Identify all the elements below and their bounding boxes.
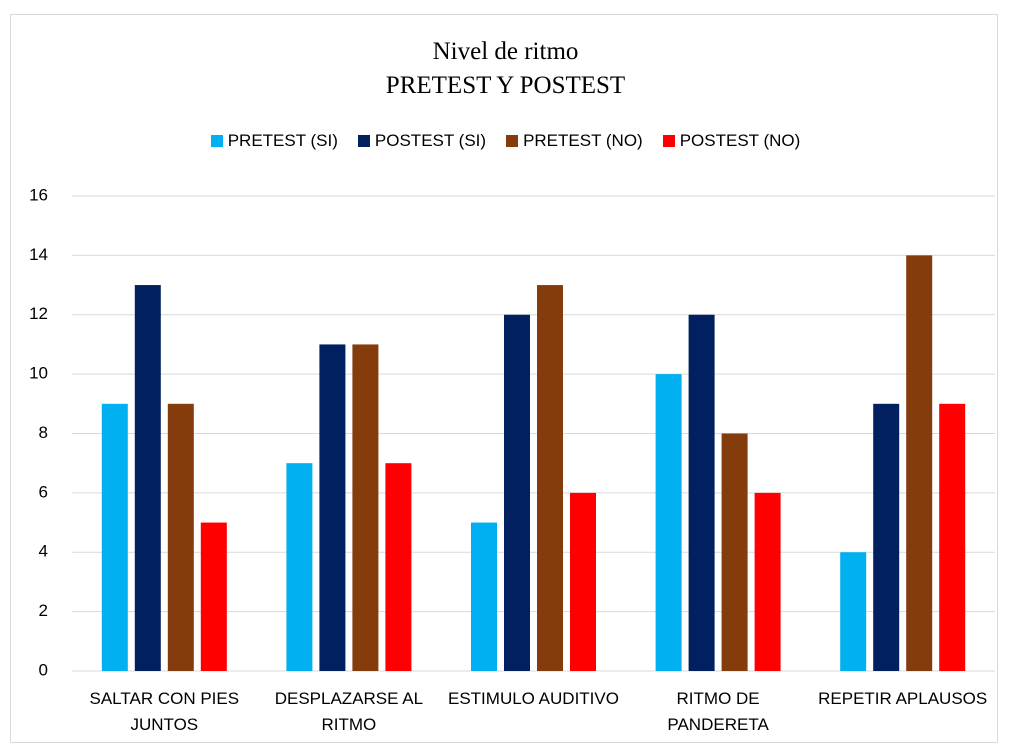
bar xyxy=(873,403,900,671)
y-tick-label: 8 xyxy=(39,423,48,442)
y-tick-label: 12 xyxy=(29,304,48,323)
bar xyxy=(721,433,748,671)
legend-item: POSTEST (NO) xyxy=(662,131,801,151)
legend-swatch xyxy=(506,135,519,147)
bar xyxy=(471,522,497,671)
bar xyxy=(754,492,781,671)
chart-subtitle: PRETEST Y POSTEST xyxy=(385,72,626,99)
x-tick-label: SALTAR CON PIES JUNTOS xyxy=(89,689,240,734)
y-tick-label: 10 xyxy=(29,364,48,383)
legend-label: PRETEST (SI) xyxy=(227,131,338,150)
x-tick-label: ESTIMULO AUDITIVO xyxy=(448,689,619,708)
bar xyxy=(939,403,966,671)
legend-swatch xyxy=(210,135,223,147)
chart-frame xyxy=(10,14,998,743)
bar xyxy=(319,344,346,671)
bar xyxy=(537,285,563,671)
y-tick-label: 0 xyxy=(39,660,48,679)
legend-item: PRETEST (SI) xyxy=(210,131,338,151)
y-tick-label: 6 xyxy=(39,482,48,501)
bar xyxy=(385,463,412,671)
legend-label: POSTEST (SI) xyxy=(374,131,487,150)
bar xyxy=(906,255,933,671)
bar xyxy=(840,552,867,671)
bar xyxy=(688,314,715,671)
x-tick-label: RITMO DE PANDERETA xyxy=(667,689,769,734)
legend-label: PRETEST (NO) xyxy=(523,131,643,150)
legend-item: POSTEST (SI) xyxy=(357,131,487,151)
bar xyxy=(134,285,161,671)
legend-swatch xyxy=(357,135,370,147)
bar xyxy=(167,403,194,671)
legend-item: PRETEST (NO) xyxy=(506,131,643,151)
y-tick-label: 2 xyxy=(39,601,48,620)
bar xyxy=(101,403,128,671)
y-tick-label: 16 xyxy=(29,185,48,204)
x-tick-label: DESPLAZARSE AL RITMO xyxy=(274,689,424,734)
bar xyxy=(570,492,596,671)
y-tick-label: 4 xyxy=(39,542,48,561)
legend: PRETEST (SI) POSTEST (SI) PRETEST (NO) POST… xyxy=(0,131,1011,151)
bar xyxy=(504,314,530,671)
bar xyxy=(286,463,313,671)
legend-label: POSTEST (NO) xyxy=(679,131,801,150)
y-tick-label: 14 xyxy=(29,245,48,264)
x-tick-label: REPETIR APLAUSOS xyxy=(818,689,988,708)
chart-title: Nivel de ritmo xyxy=(432,38,579,65)
legend-swatch xyxy=(662,135,675,147)
bar xyxy=(655,374,682,671)
bar xyxy=(352,344,379,671)
bar xyxy=(200,522,227,671)
